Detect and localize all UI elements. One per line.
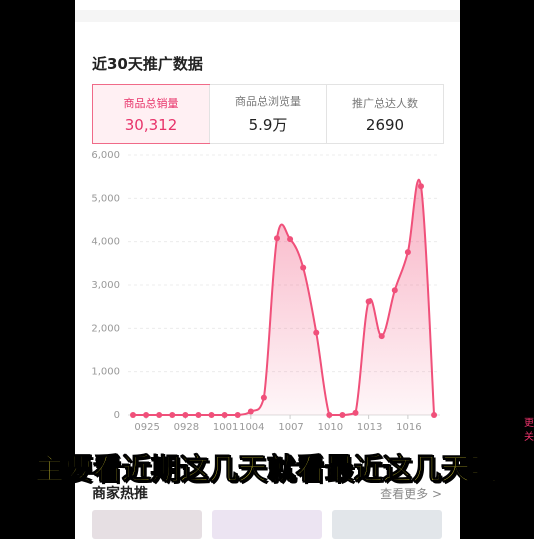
tab-value: 30,312 — [124, 115, 178, 134]
tab-label: 推广总达人数 — [352, 96, 418, 110]
side-text: 更 — [524, 418, 534, 429]
point — [208, 412, 215, 418]
x-tick-label: 0928 — [174, 422, 199, 433]
product-image[interactable] — [212, 510, 322, 539]
point — [130, 412, 136, 418]
point — [287, 236, 294, 243]
point — [417, 183, 424, 190]
tab[interactable]: 商品总浏览量 5.9万 — [209, 85, 326, 143]
x-tick-label: 1007 — [278, 422, 303, 433]
y-tick-label: 5,000 — [91, 193, 120, 204]
y-tick-label: 1,000 — [91, 367, 120, 378]
tab[interactable]: 推广总达人数 2690 — [326, 85, 443, 143]
y-tick-label: 0 — [114, 410, 120, 421]
x-tick-label: 1013 — [357, 422, 382, 433]
point — [326, 412, 333, 418]
tab-value: 5.9万 — [248, 116, 288, 134]
point — [182, 412, 189, 418]
panel: 近30天推广数据 商品总销量 30,312 商品总浏览量 5.9万 推广总达人数 26… — [75, 0, 460, 539]
chart: 0 1,000 2,000 3,000 4,000 5,000 6,000 0925 0928 1… — [91, 150, 440, 433]
point — [365, 298, 372, 305]
y-tick-label: 4,000 — [91, 237, 120, 248]
point — [404, 249, 411, 256]
x-tick-label: 1010 — [318, 422, 343, 433]
point — [260, 394, 267, 401]
point — [313, 329, 320, 336]
tab-label: 商品总销量 — [123, 96, 179, 110]
point — [234, 412, 241, 418]
subtitle: 主要看近期这几天就看最近这几天啊 — [34, 452, 499, 487]
point — [221, 412, 228, 418]
y-tick-label: 6,000 — [91, 150, 120, 161]
x-tick-label: 1016 — [396, 422, 421, 433]
y-tick-label: 3,000 — [91, 280, 120, 291]
point — [352, 409, 359, 416]
point — [300, 264, 307, 271]
section-title: 商家热推 — [92, 486, 148, 502]
tab-value: 2690 — [365, 115, 405, 134]
point — [378, 333, 385, 340]
product-image[interactable] — [92, 510, 202, 539]
point — [339, 412, 346, 418]
point — [143, 412, 150, 418]
point — [195, 412, 202, 418]
point — [391, 287, 398, 294]
x-tick-label: 0925 — [134, 422, 159, 433]
tab-label: 商品总浏览量 — [235, 95, 301, 108]
more-link[interactable]: 查看更多 > — [380, 487, 442, 501]
point — [247, 408, 254, 415]
point — [169, 412, 176, 418]
area — [133, 179, 435, 415]
point — [273, 235, 280, 242]
x-tick-label: 1001 — [213, 422, 238, 433]
tabs: 商品总销量 30,312 商品总浏览量 5.9万 推广总达人数 2690 — [92, 84, 444, 144]
side-text: 关 — [524, 432, 534, 443]
tab[interactable]: 商品总销量 30,312 — [92, 84, 210, 144]
y-tick-label: 2,000 — [91, 323, 120, 334]
x-tick-label: 1004 — [239, 422, 264, 433]
point — [431, 412, 438, 418]
product-image[interactable] — [332, 510, 442, 539]
point — [156, 412, 163, 418]
section-title: 近30天推广数据 — [92, 55, 203, 73]
divider — [75, 10, 460, 22]
